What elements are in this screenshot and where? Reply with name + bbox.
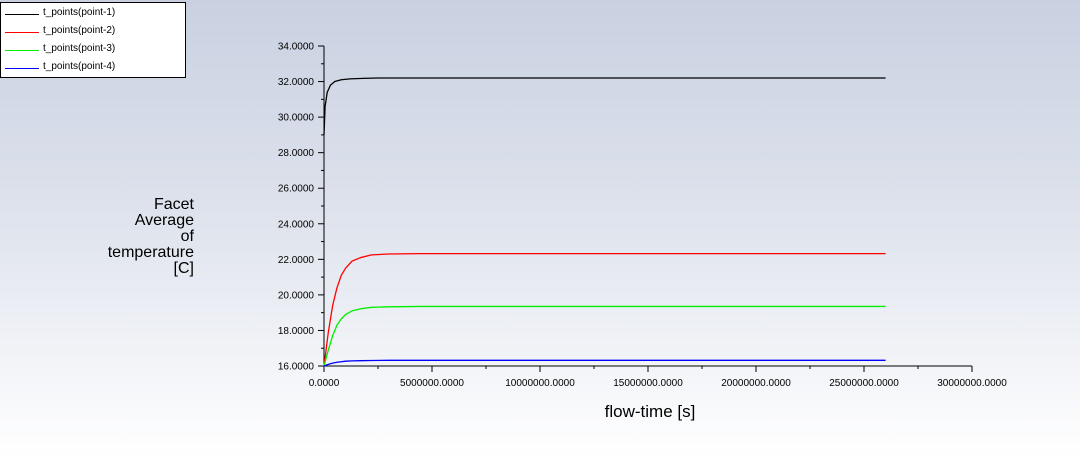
legend-label-point-1: t_points(point-1) (43, 7, 116, 18)
y-tick-label: 30.0000 (278, 113, 315, 124)
legend-label-point-2: t_points(point-2) (43, 25, 116, 36)
series-line-point-4 (323, 359, 886, 367)
legend-item-point-1: t_points(point-1) (5, 5, 185, 23)
series-line-point-3 (323, 305, 886, 367)
y-axis-label-line: of (180, 228, 194, 245)
legend: t_points(point-1) t_points(point-2) t_po… (0, 2, 186, 78)
y-tick-label: 20.0000 (278, 290, 315, 301)
legend-label-point-3: t_points(point-3) (43, 43, 116, 54)
y-axis-label-line: Average (134, 212, 194, 229)
y-axis-label-line: Facet (153, 196, 194, 213)
y-tick-label: 28.0000 (278, 148, 315, 159)
legend-swatch-point-2 (5, 32, 39, 33)
y-axis-label-line: temperature (107, 244, 194, 261)
legend-label-point-4: t_points(point-4) (43, 61, 116, 72)
y-axis-label: Facet Average of temperature [C] (54, 197, 194, 277)
x-axis-label: flow-time [s] (604, 402, 696, 421)
legend-swatch-point-1 (5, 14, 39, 15)
legend-item-point-3: t_points(point-3) (5, 41, 185, 59)
x-tick-label: 15000000.0000 (613, 378, 683, 389)
legend-swatch-point-4 (5, 68, 39, 69)
y-tick-label: 24.0000 (278, 219, 315, 230)
x-tick-label: 20000000.0000 (721, 378, 791, 389)
legend-item-point-2: t_points(point-2) (5, 23, 185, 41)
y-axis-label-line: [C] (173, 260, 194, 277)
x-tick-label: 5000000.0000 (400, 378, 464, 389)
y-tick-label: 22.0000 (278, 255, 315, 266)
series-line-point-2 (323, 252, 886, 367)
y-tick-label: 26.0000 (278, 184, 315, 195)
y-tick-label: 16.0000 (278, 362, 315, 373)
legend-item-point-4: t_points(point-4) (5, 59, 185, 77)
legend-swatch-point-3 (5, 50, 39, 51)
y-tick-label: 34.0000 (278, 42, 315, 53)
series-line-point-1 (323, 77, 886, 135)
x-tick-label: 25000000.0000 (829, 378, 899, 389)
y-tick-label: 18.0000 (278, 326, 315, 337)
y-tick-label: 32.0000 (278, 77, 315, 88)
x-tick-label: 10000000.0000 (505, 378, 575, 389)
x-tick-label: 0.0000 (309, 378, 340, 389)
x-tick-label: 30000000.0000 (937, 378, 1007, 389)
